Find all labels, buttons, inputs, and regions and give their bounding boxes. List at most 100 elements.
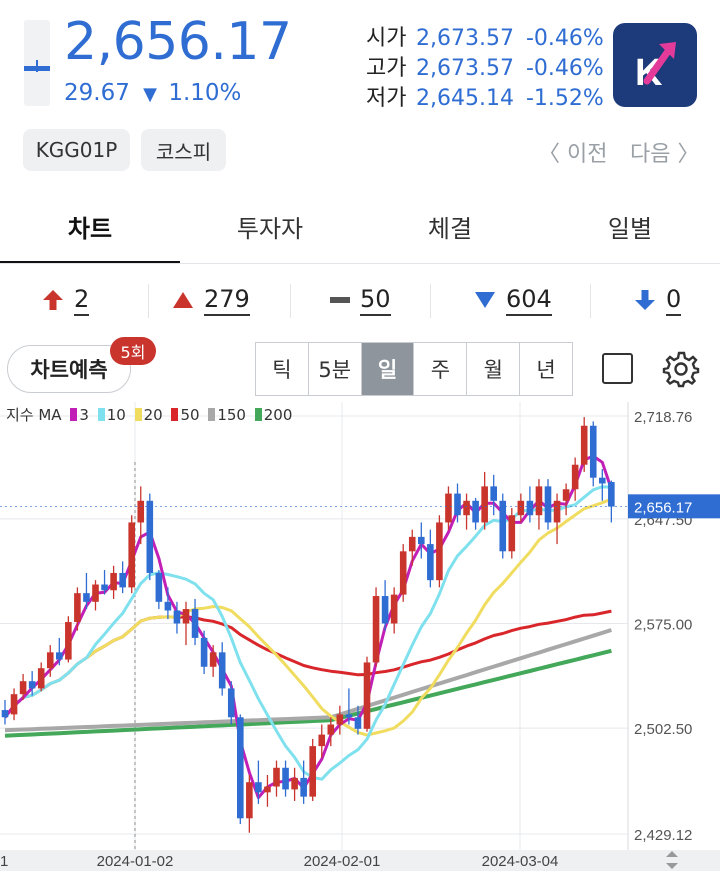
ma20-line: [3, 497, 612, 737]
intraday-range-bar: [24, 20, 50, 106]
open-label: 시가: [366, 26, 407, 51]
candle-up: [336, 714, 344, 725]
lower-limit-value: 0: [666, 284, 682, 316]
candle-down: [354, 717, 362, 729]
tab-trades[interactable]: 체결: [427, 214, 473, 243]
candle-down: [173, 610, 181, 624]
ma150-line: [4, 628, 613, 733]
ma-legend: 지수 MA 3 10 20 50 150 200: [6, 404, 292, 425]
period-day[interactable]: 일: [361, 343, 415, 395]
current-price-tag: [628, 494, 720, 519]
ma150-label: 150: [217, 406, 246, 424]
market-chip[interactable]: 코스피: [141, 129, 226, 171]
down-value: 604: [506, 284, 552, 316]
candle-down: [146, 500, 154, 573]
period-tick[interactable]: 틱: [256, 343, 309, 395]
high-pct: -0.46%: [525, 56, 604, 81]
period-week[interactable]: 주: [414, 343, 468, 395]
up-count: 279: [172, 280, 250, 320]
candle-up: [390, 594, 398, 624]
candle-down: [28, 681, 36, 689]
candlestick-chart[interactable]: 2,718.762,647.502,575.002,502.502,429.12…: [0, 402, 720, 871]
change-down-arrow-icon: ▼: [143, 84, 158, 105]
candle-up: [399, 551, 407, 595]
candle-up: [309, 746, 316, 797]
candle-down: [282, 767, 289, 790]
app-logo[interactable]: K: [613, 23, 697, 107]
period-selector: 틱 5분 일 주 월 년: [255, 342, 573, 396]
y-tick-label: 2,575.00: [634, 616, 692, 633]
ma200-line: [4, 648, 612, 738]
upper-limit-value: 2: [74, 284, 90, 316]
candle-down: [227, 688, 235, 718]
candle-up: [580, 425, 588, 465]
gear-icon[interactable]: [662, 350, 700, 388]
candle-up: [209, 652, 217, 667]
candle-down: [101, 584, 108, 591]
candle-down: [164, 601, 172, 611]
candle-up: [445, 493, 452, 523]
candle-up: [571, 464, 579, 490]
x-axis-bar: [0, 850, 720, 871]
candle-down: [427, 544, 434, 581]
y-tick-label: 2,429.12: [634, 827, 692, 844]
candle-down: [300, 777, 307, 797]
current-price-tag-label: 2,656.17: [634, 499, 692, 516]
upper-limit-arrow-icon: [43, 290, 63, 310]
fullscreen-square-icon[interactable]: [602, 353, 633, 384]
flat-value: 50: [360, 284, 391, 316]
candle-down: [454, 493, 461, 516]
candle-up: [110, 572, 117, 591]
lower-limit-arrow-icon: [635, 290, 655, 310]
candle-down: [83, 593, 90, 602]
candle-up: [553, 500, 561, 523]
candle-up: [246, 782, 253, 819]
candle-down: [490, 486, 497, 501]
prev-button[interactable]: 〈 이전: [538, 142, 608, 167]
down-triangle-icon: [475, 292, 495, 308]
candle-down: [56, 652, 63, 660]
candle-up: [363, 662, 371, 729]
candle-up: [327, 724, 335, 735]
next-button[interactable]: 다음 〉: [630, 142, 700, 167]
candle-down: [526, 500, 534, 516]
down-count: 604: [474, 280, 552, 320]
candle-up: [182, 609, 190, 624]
candle-up: [436, 522, 443, 581]
tab-daily[interactable]: 일별: [607, 214, 653, 243]
high-label: 고가: [366, 56, 407, 81]
candle-down: [237, 717, 244, 819]
period-5min[interactable]: 5분: [309, 343, 362, 395]
ma50-label: 50: [180, 406, 200, 424]
change-points: 29.67: [64, 80, 130, 106]
price-change: 29.67 ▼ 1.10%: [64, 80, 241, 106]
candle-up: [137, 500, 145, 523]
period-year[interactable]: 년: [536, 358, 556, 382]
y-tick-label: 2,718.76: [634, 409, 692, 426]
upper-limit-count: 2: [42, 280, 90, 320]
candle-down: [1, 710, 9, 718]
high-row: 고가 2,673.57 -0.46%: [366, 50, 604, 82]
candle-up: [517, 500, 525, 516]
predict-count-badge: 5회: [110, 337, 156, 365]
open-value: 2,673.57: [416, 26, 514, 51]
period-month[interactable]: 월: [467, 343, 521, 395]
ma200-label: 200: [263, 406, 293, 424]
low-value: 2,645.14: [416, 86, 514, 111]
candle-up: [46, 652, 54, 669]
candle-up: [37, 668, 45, 689]
current-price: 2,656.17: [64, 12, 292, 72]
index-code-chip[interactable]: KGG01P: [23, 129, 130, 171]
candle-down: [119, 572, 126, 588]
tab-investor[interactable]: 투자자: [236, 214, 304, 243]
candle-up: [264, 786, 271, 793]
candle-up: [318, 734, 326, 747]
change-percent: 1.10%: [168, 80, 242, 106]
y-tick-label: 2,502.50: [634, 721, 692, 738]
candle-down: [499, 500, 507, 552]
tab-chart[interactable]: 차트: [67, 214, 113, 243]
ma3-label: 3: [79, 406, 89, 424]
x-tick-label: 1: [0, 853, 8, 870]
high-value: 2,673.57: [416, 56, 514, 81]
candle-down: [608, 482, 615, 507]
